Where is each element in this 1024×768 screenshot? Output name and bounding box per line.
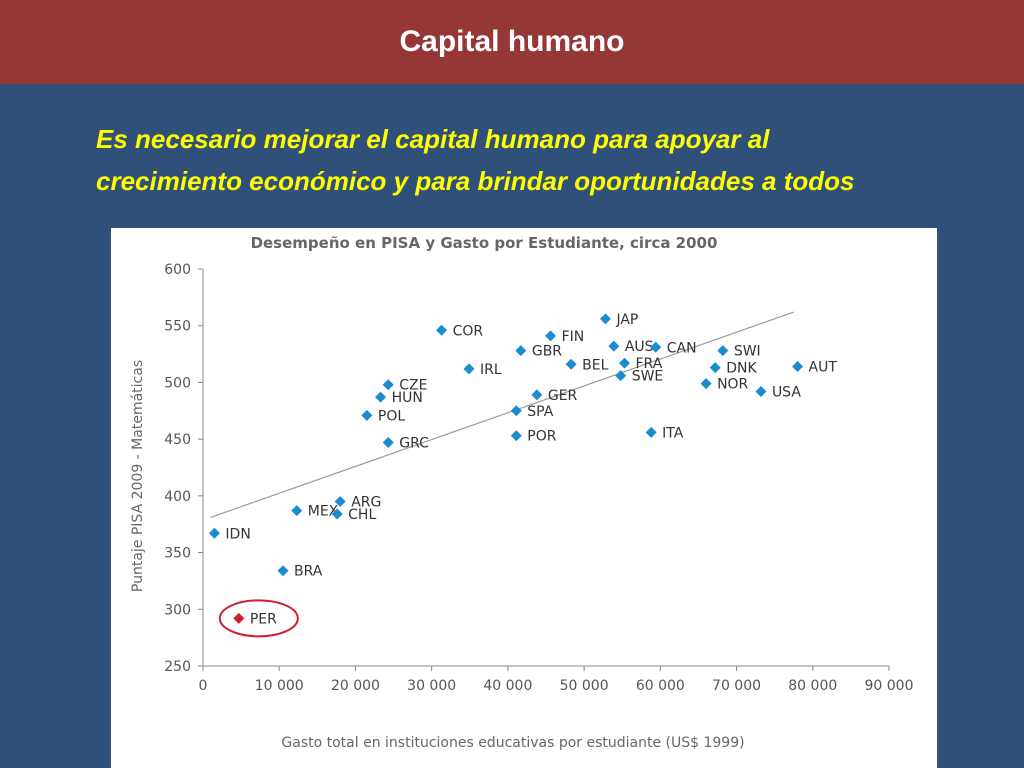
point-ger <box>531 389 543 401</box>
point-label-idn: IDN <box>225 526 250 542</box>
x-axis-title: Gasto total en instituciones educativas … <box>281 735 744 751</box>
point-ita <box>645 426 657 438</box>
point-label-usa: USA <box>772 385 801 401</box>
point-label-fin: FIN <box>562 329 585 345</box>
point-label-irl: IRL <box>480 362 502 378</box>
point-label-aut: AUT <box>809 360 838 376</box>
point-bel <box>565 358 577 370</box>
point-bra <box>277 565 289 577</box>
subtitle-line-1: Es necesario mejorar el capital humano p… <box>96 124 770 154</box>
title-bar: Capital humano <box>0 0 1024 84</box>
point-label-gbr: GBR <box>532 344 562 360</box>
y-tick-label: 600 <box>164 262 191 278</box>
chart-panel: Desempeño en PISA y Gasto por Estudiante… <box>111 228 937 768</box>
x-tick-label: 40 000 <box>483 678 532 694</box>
point-chl <box>331 508 343 520</box>
slide-title: Capital humano <box>399 25 625 58</box>
point-aut <box>792 361 804 373</box>
point-per <box>233 612 245 624</box>
point-hun <box>375 391 387 403</box>
x-tick-label: 60 000 <box>636 678 685 694</box>
point-idn <box>208 527 220 539</box>
point-label-arg: ARG <box>351 495 381 511</box>
point-irl <box>463 363 475 375</box>
point-can <box>650 341 662 353</box>
point-label-bel: BEL <box>582 357 608 373</box>
point-swi <box>717 345 729 357</box>
point-label-ger: GER <box>548 388 578 404</box>
chart-axes: 250 300 350 400 450 500 550 600 0 10 000 20 000 30 … <box>164 262 913 694</box>
point-label-aus: AUS <box>625 339 654 355</box>
y-axis-title: Puntaje PISA 2009 - Matemáticas <box>130 360 146 592</box>
point-label-chl: CHL <box>348 507 376 523</box>
point-mex <box>291 505 303 517</box>
point-label-por: POR <box>527 429 556 445</box>
point-fra <box>619 357 631 369</box>
scatter-chart: Desempeño en PISA y Gasto por Estudiante… <box>130 234 914 751</box>
point-dnk <box>709 362 721 374</box>
point-pol <box>361 409 373 421</box>
point-label-pol: POL <box>378 408 405 424</box>
x-tick-label: 10 000 <box>255 678 304 694</box>
trend-line <box>210 311 794 518</box>
x-tick-label: 50 000 <box>560 678 609 694</box>
point-label-grc: GRC <box>399 436 429 452</box>
point-por <box>510 430 522 442</box>
point-cze <box>382 379 394 391</box>
y-tick-label: 350 <box>164 546 191 562</box>
point-label-can: CAN <box>667 340 697 356</box>
point-label-ita: ITA <box>662 425 684 441</box>
point-label-mex: MEX <box>308 504 339 520</box>
chart-title: Desempeño en PISA y Gasto por Estudiante… <box>251 234 718 252</box>
point-label-nor: NOR <box>717 377 748 393</box>
point-label-swe: SWE <box>632 369 664 385</box>
x-tick-label: 0 <box>199 678 208 694</box>
slide-subtitle: Es necesario mejorar el capital humano p… <box>96 118 996 202</box>
y-tick-label: 250 <box>164 659 191 675</box>
point-label-hun: HUN <box>392 390 423 406</box>
point-nor <box>700 378 712 390</box>
point-label-spa: SPA <box>527 404 553 420</box>
y-tick-label: 450 <box>164 432 191 448</box>
highlight-ring-per <box>218 599 299 638</box>
x-tick-label: 30 000 <box>407 678 456 694</box>
x-tick-label: 90 000 <box>865 678 914 694</box>
point-jap <box>599 313 611 325</box>
point-aus <box>608 340 620 352</box>
point-label-cze: CZE <box>399 378 427 394</box>
point-grc <box>382 437 394 449</box>
point-swe <box>615 370 627 382</box>
x-tick-label: 20 000 <box>331 678 380 694</box>
point-label-swi: SWI <box>734 344 761 360</box>
point-spa <box>510 405 522 417</box>
point-label-per: PER <box>250 611 277 627</box>
point-label-cor: COR <box>453 323 484 339</box>
point-label-fra: FRA <box>636 356 663 372</box>
point-label-bra: BRA <box>294 564 323 580</box>
y-tick-label: 500 <box>164 375 191 391</box>
y-tick-label: 550 <box>164 319 191 335</box>
x-tick-label: 80 000 <box>788 678 837 694</box>
y-tick-label: 300 <box>164 602 191 618</box>
point-label-dnk: DNK <box>726 361 757 377</box>
subtitle-line-2: crecimiento económico y para brindar opo… <box>96 166 855 196</box>
point-gbr <box>515 345 527 357</box>
trend-line-group <box>210 311 794 518</box>
point-arg <box>334 496 346 508</box>
point-fin <box>545 330 557 342</box>
y-tick-label: 400 <box>164 489 191 505</box>
point-label-jap: JAP <box>615 312 638 328</box>
x-tick-label: 70 000 <box>712 678 761 694</box>
point-cor <box>436 324 448 336</box>
point-usa <box>755 386 767 398</box>
